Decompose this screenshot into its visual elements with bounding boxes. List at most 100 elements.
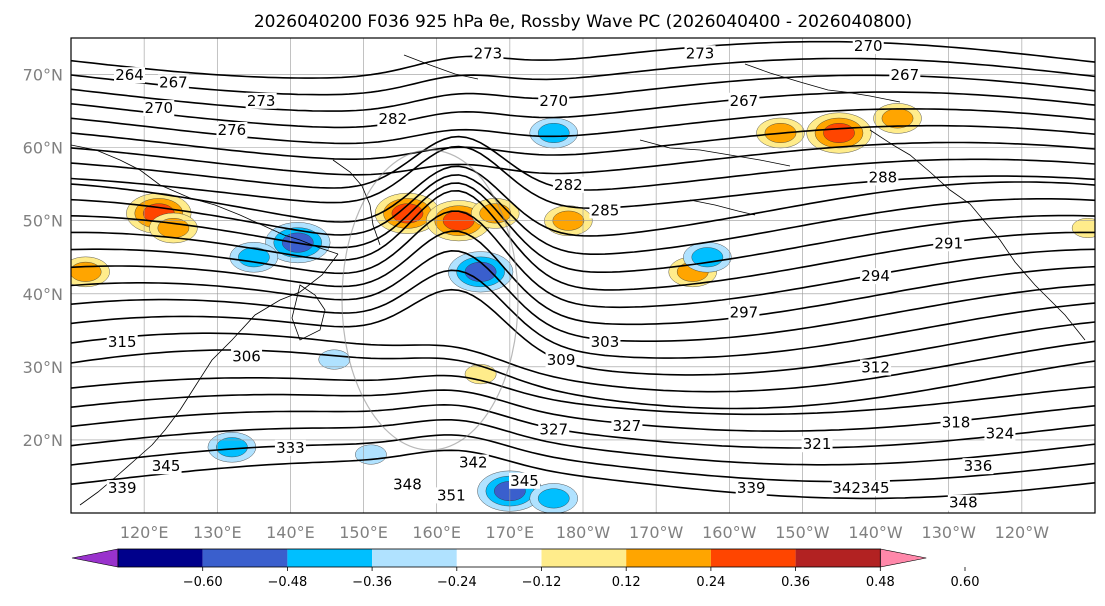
contour-label: 345 (152, 457, 181, 475)
contour-label: 327 (539, 421, 568, 439)
theta-e-contour (71, 449, 1095, 500)
pc-anomaly-blob (823, 123, 855, 143)
theta-e-contour (71, 434, 1095, 483)
theta-e-contour (71, 124, 1095, 160)
colorbar-extend-max (879, 548, 927, 568)
colorbar-segment (372, 549, 457, 567)
lon-tick-label: 140°W (848, 523, 903, 542)
contour-label: 324 (986, 424, 1015, 442)
contour-label-bg (552, 176, 584, 193)
longitude-tick-labels: 120°E 130°E 140°E 150°E 160°E 170°E 180°W 170°W… (120, 523, 1049, 542)
pc-anomaly-blob (355, 444, 387, 465)
colorbar-segment (795, 549, 881, 567)
contour-label: 306 (232, 348, 261, 366)
colorbar-segment (710, 549, 796, 567)
colorbar-tick-label: −0.12 (522, 575, 562, 590)
lat-tick-label: 30°N (23, 358, 63, 377)
lon-tick-label: 170°E (486, 523, 535, 542)
contour-label: 348 (949, 494, 978, 512)
contour-label: 333 (276, 439, 305, 457)
contour-label: 285 (591, 201, 620, 219)
contour-label: 273 (686, 44, 715, 62)
theta-e-contour (71, 165, 1095, 237)
contour-label: 273 (474, 44, 503, 62)
contour-label-bg (157, 74, 189, 91)
contour-label: 264 (115, 66, 144, 84)
contour-label: 282 (554, 176, 583, 194)
colorbar-segment (118, 549, 203, 567)
contour-label-bg (860, 268, 892, 285)
contour-label-bg (114, 67, 146, 84)
pc-anomaly-blob (1071, 218, 1095, 238)
contour-label: 327 (613, 417, 642, 435)
coastlines (71, 54, 1086, 506)
contour-label-bg (231, 348, 263, 365)
contour-label: 288 (869, 169, 898, 187)
theta-e-contour (71, 389, 1095, 433)
lat-tick-label: 50°N (23, 212, 63, 231)
contour-label-bg (589, 202, 621, 219)
colorbar-segment (626, 549, 711, 567)
contour-label-bg (106, 333, 138, 350)
contour-label: 267 (159, 74, 188, 92)
colorbar-tick-label: 0.60 (951, 575, 980, 590)
pc-anomaly-blob (71, 261, 102, 282)
contour-label-bg (538, 92, 570, 109)
lon-tick-label: 170°W (629, 523, 684, 542)
pc-anomaly-blob (537, 488, 570, 509)
contour-label-bg (867, 169, 899, 186)
theta-e-contour (71, 40, 1095, 79)
contour-label: 276 (218, 121, 247, 139)
contour-label-bg (852, 38, 884, 54)
contour-label-bg (472, 45, 504, 62)
theta-e-contour (71, 74, 1095, 112)
colorbar-tick-label: 0.12 (612, 575, 641, 590)
contour-label: 267 (891, 66, 920, 84)
contour-labels: 273 273 270 267 264 267 270 273 270 282 276 267 282 2… (106, 37, 1016, 512)
lon-tick-label: 120°E (120, 523, 169, 542)
contour-label: 303 (591, 333, 620, 351)
contour-label-bg (889, 67, 921, 84)
colorbar-segment (456, 549, 542, 567)
contour-label-bg (860, 359, 892, 376)
contour-label: 342345 (832, 479, 889, 497)
contour-label-bg (728, 304, 760, 321)
contour-label: 342 (459, 454, 488, 472)
contour-label-bg (684, 45, 716, 62)
colorbar-frame (117, 548, 881, 568)
contour-label: 273 (247, 92, 276, 110)
theta-e-contour (71, 230, 1095, 326)
theta-e-contour (71, 189, 1095, 291)
lat-tick-label: 40°N (23, 285, 63, 304)
theta-e-contour (71, 374, 1095, 416)
contour-label: 294 (861, 267, 890, 285)
ridge-outline (341, 149, 519, 451)
lat-tick-label: 70°N (23, 66, 63, 85)
contour-label: 336 (964, 457, 993, 475)
theta-e-contour (71, 145, 1095, 209)
contour-label: 270 (539, 92, 568, 110)
contour-label: 270 (144, 99, 173, 117)
theta-e-contour (71, 174, 1095, 255)
theta-e-contour (71, 249, 1095, 342)
colorbar-extend-min (71, 548, 119, 568)
theta-e-contour (71, 269, 1095, 359)
colorbar-segment (541, 549, 627, 567)
map-frame (70, 37, 1096, 514)
lon-tick-label: 120°W (995, 523, 1050, 542)
contour-label-bg (508, 472, 540, 489)
colorbar-tick-label: 0.36 (781, 575, 810, 590)
theta-e-contour (71, 210, 1095, 309)
contour-label-bg (947, 494, 979, 511)
contour-label-bg (735, 480, 767, 497)
lon-tick-label: 150°W (775, 523, 830, 542)
colorbar-tick-label: −0.48 (267, 575, 307, 590)
contour-label: 270 (854, 37, 883, 55)
pc-anomaly-blob (318, 349, 351, 370)
theta-e-contours (71, 40, 1095, 500)
map-plot-area[interactable]: 273 273 270 267 264 267 270 273 270 282 276 267 282 2… (62, 37, 1104, 513)
contour-label-bg (962, 458, 994, 475)
contour-label: 282 (379, 110, 408, 128)
pc-anomaly-blob (238, 247, 270, 268)
